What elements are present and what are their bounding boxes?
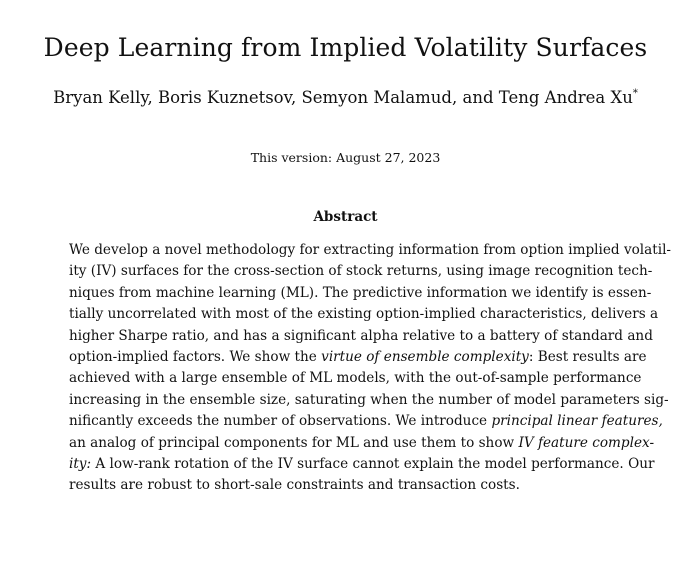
abstract-heading: Abstract	[313, 209, 378, 225]
emphasis-text: ity:	[69, 455, 92, 472]
line-text: A low-rank rotation of the IV surface ca…	[91, 455, 655, 472]
emphasis-text: IV feature complex-	[518, 434, 655, 451]
abstract-line: We develop a novel methodology for extra…	[69, 242, 672, 258]
line-text: option-implied factors. We show the	[69, 348, 322, 365]
author-list: Bryan Kelly, Boris Kuznetsov, Semyon Mal…	[0, 88, 691, 107]
abstract-line: ity (IV) surfaces for the cross-section …	[69, 263, 653, 280]
abstract-line: ity: A low-rank rotation of the IV surfa…	[69, 454, 654, 475]
abstract-line: option-implied factors. We show the virt…	[69, 347, 647, 368]
line-text: an analog of principal components for ML…	[69, 434, 519, 451]
paper-title: Deep Learning from Implied Volatility Su…	[43, 33, 648, 62]
author-names: Bryan Kelly, Boris Kuznetsov, Semyon Mal…	[53, 88, 633, 107]
abstract-line: niques from machine learning (ML). The p…	[69, 284, 652, 301]
version-date: This version: August 27, 2023	[250, 150, 441, 165]
line-text: nificantly exceeds the number of observa…	[69, 413, 488, 430]
abstract-line: increasing in the ensemble size, saturat…	[69, 391, 669, 408]
abstract-line: results are robust to short-sale constra…	[69, 477, 520, 494]
emphasis-text: principal linear features,	[491, 413, 663, 430]
author-footnote-mark: *	[632, 88, 638, 99]
abstract-text: We develop a novel methodology for extra…	[69, 240, 672, 497]
emphasis-text: virtue of ensemble complexity	[321, 348, 529, 365]
abstract-line: higher Sharpe ratio, and has a significa…	[69, 327, 653, 344]
abstract-line: an analog of principal components for ML…	[69, 433, 654, 454]
abstract-line: achieved with a large ensemble of ML mod…	[69, 370, 642, 387]
abstract-line: nificantly exceeds the number of observa…	[69, 411, 663, 432]
line-text: : Best results are	[528, 348, 647, 365]
abstract-line: tially uncorrelated with most of the exi…	[69, 306, 659, 323]
